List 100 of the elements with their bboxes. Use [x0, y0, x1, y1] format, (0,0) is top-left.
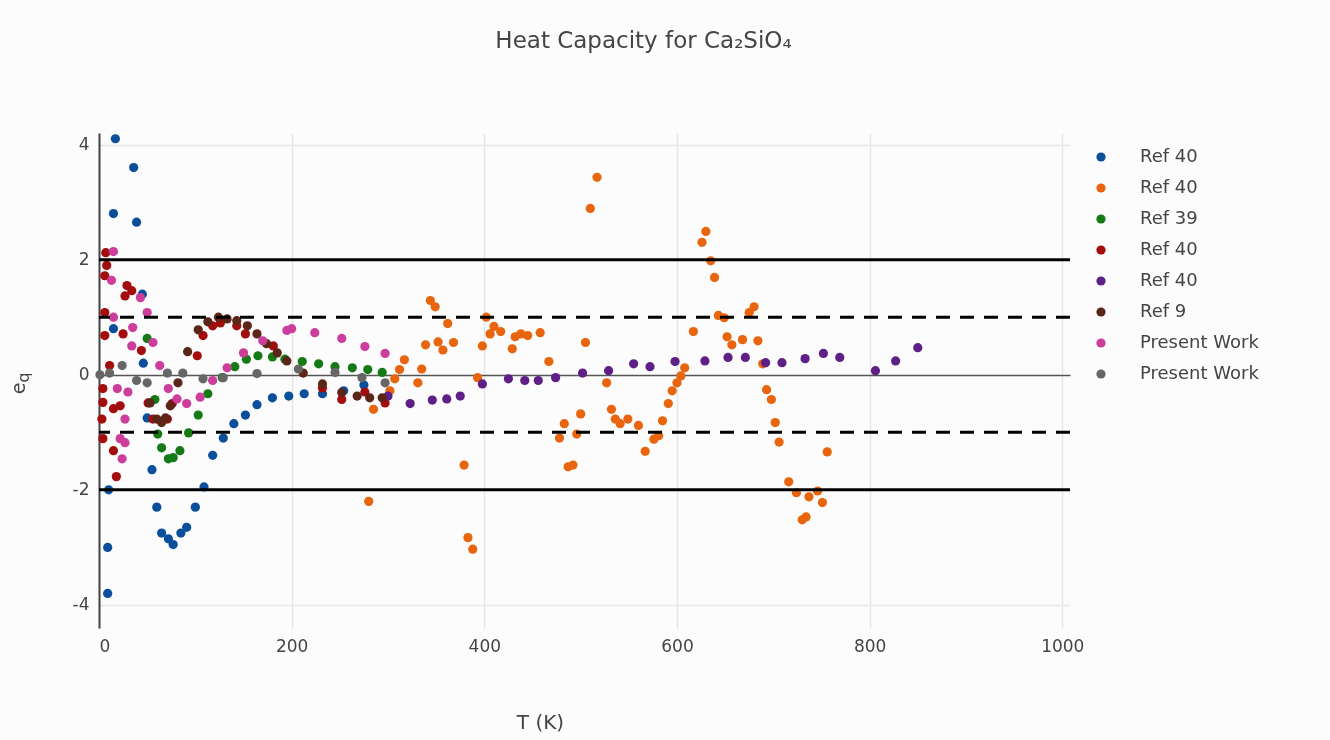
point: [100, 331, 110, 341]
legend-label: Present Work: [1140, 362, 1260, 383]
point: [163, 383, 173, 394]
point: [162, 368, 172, 378]
legend-label: Ref 39: [1140, 207, 1198, 228]
point: [380, 348, 390, 359]
point: [229, 419, 239, 429]
y-tick-label: 4: [78, 134, 90, 155]
point: [242, 321, 252, 331]
point: [172, 394, 182, 404]
legend-label: Ref 40: [1140, 238, 1198, 259]
point: [108, 312, 119, 322]
point: [135, 293, 146, 303]
point: [314, 359, 324, 369]
point: [284, 391, 294, 401]
point: [147, 465, 157, 475]
point: [377, 393, 387, 403]
point: [352, 391, 362, 401]
point: [252, 400, 262, 410]
point: [102, 260, 112, 270]
point: [347, 363, 357, 373]
point: [533, 375, 543, 386]
x-tick-label: 400: [468, 635, 502, 656]
point: [232, 316, 242, 326]
point: [203, 389, 213, 399]
point: [128, 322, 138, 333]
point: [176, 528, 186, 538]
point: [442, 394, 452, 404]
point: [297, 356, 307, 367]
point: [182, 398, 192, 409]
legend-label: Ref 40: [1140, 145, 1198, 166]
point: [835, 352, 845, 363]
point: [104, 360, 115, 371]
point: [700, 356, 710, 366]
x-axis-title: T (K): [515, 709, 565, 734]
point: [117, 454, 127, 464]
point: [98, 397, 108, 407]
y-tick-label: 2: [78, 249, 90, 270]
point: [120, 291, 130, 301]
point: [182, 522, 192, 532]
point: [577, 368, 588, 378]
x-tick-label: 1000: [1041, 635, 1085, 656]
point: [115, 401, 125, 411]
point: [360, 341, 370, 352]
point: [198, 374, 208, 384]
point: [238, 348, 249, 358]
y-tick-label: -2: [72, 479, 90, 500]
point: [106, 275, 117, 285]
point: [377, 367, 387, 378]
point: [138, 358, 148, 368]
point: [777, 358, 787, 368]
point: [230, 362, 240, 372]
point: [108, 246, 119, 257]
point: [253, 351, 263, 361]
point: [108, 446, 119, 456]
point: [108, 208, 119, 219]
point: [183, 347, 193, 357]
point: [240, 410, 251, 420]
point: [157, 528, 167, 538]
point: [477, 379, 487, 389]
point: [455, 391, 465, 401]
point: [870, 366, 881, 376]
point: [363, 364, 373, 375]
point: [503, 374, 514, 384]
point: [317, 379, 328, 389]
point: [120, 438, 130, 448]
point: [427, 395, 437, 405]
point: [357, 373, 367, 383]
point: [98, 383, 108, 394]
point: [95, 370, 105, 380]
point: [365, 393, 375, 403]
point: [142, 378, 152, 388]
point: [168, 539, 178, 550]
legend-label: Ref 40: [1140, 269, 1198, 290]
point: [101, 248, 111, 258]
point: [155, 360, 165, 371]
point: [258, 336, 268, 346]
point: [98, 434, 108, 444]
point: [520, 375, 530, 386]
point: [337, 333, 347, 344]
point: [136, 345, 146, 356]
point: [818, 348, 829, 359]
y-tick-label: -4: [72, 594, 90, 615]
point: [190, 502, 200, 512]
point: [208, 375, 218, 386]
point: [118, 329, 128, 339]
point: [800, 354, 810, 364]
point: [267, 393, 277, 403]
point: [629, 359, 639, 369]
point: [103, 542, 113, 553]
point: [550, 373, 561, 383]
point: [222, 363, 232, 373]
point: [175, 446, 185, 456]
point: [203, 317, 213, 327]
point: [913, 343, 923, 353]
point: [293, 364, 304, 374]
chart-title: Heat Capacity for Ca₂SiO₄: [495, 27, 792, 53]
point: [117, 360, 127, 371]
point: [168, 453, 178, 463]
point: [252, 368, 262, 379]
